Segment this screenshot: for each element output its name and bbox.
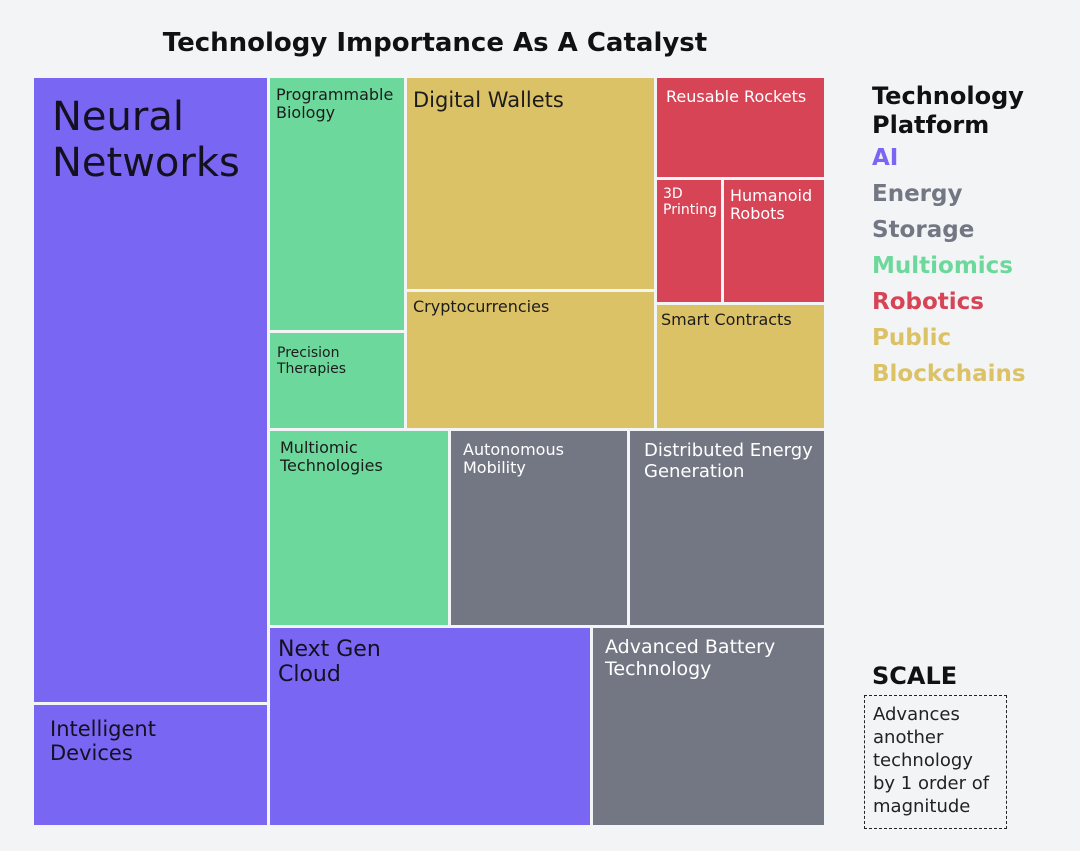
tile-label: Advanced Battery Technology (605, 636, 776, 680)
scale-box: Advances another technology by 1 order o… (864, 695, 1007, 829)
treemap-tile: Distributed Energy Generation (630, 431, 827, 628)
tile-label: Programmable Biology (276, 85, 394, 123)
treemap-tile: Multiomic Technologies (270, 431, 451, 628)
tile-label: Next Gen Cloud (278, 637, 381, 688)
legend-title: Technology Platform (872, 82, 1024, 139)
legend-item-ai: AI (872, 145, 899, 171)
tile-label: 3D Printing (663, 186, 717, 219)
tile-label: Autonomous Mobility (463, 440, 564, 478)
treemap-tile: Digital Wallets (407, 78, 657, 292)
chart-title: Technology Importance As A Catalyst (162, 28, 708, 58)
legend-item-energy: Energy (872, 181, 963, 207)
tile-label: Smart Contracts (661, 310, 792, 329)
treemap-tile: Programmable Biology (270, 78, 407, 333)
treemap-tile: 3D Printing (657, 180, 724, 305)
tile-label: Reusable Rockets (666, 87, 807, 106)
treemap-tile: Neural Networks (34, 78, 270, 705)
treemap-tile: Advanced Battery Technology (593, 628, 827, 828)
tile-label: Intelligent Devices (50, 717, 156, 766)
treemap-tile: Autonomous Mobility (451, 431, 630, 628)
treemap-tile: Reusable Rockets (657, 78, 827, 180)
legend-item-blockchains: Blockchains (872, 361, 1026, 387)
tile-label: Precision Therapies (277, 345, 347, 378)
legend-item-storage: Storage (872, 217, 975, 243)
treemap-tile: Humanoid Robots (724, 180, 827, 305)
treemap-tile: Smart Contracts (657, 305, 827, 431)
tile-label: Multiomic Technologies (280, 438, 383, 476)
tile-label: Digital Wallets (413, 88, 564, 112)
scale-title: SCALE (872, 662, 958, 690)
treemap-tile: Precision Therapies (270, 333, 407, 431)
treemap-tile: Next Gen Cloud (270, 628, 593, 828)
tile-label: Distributed Energy Generation (644, 440, 813, 482)
legend: Technology Platform AI Energy Storage Mu… (872, 82, 1026, 392)
tile-label: Cryptocurrencies (413, 297, 550, 316)
legend-item-multiomics: Multiomics (872, 253, 1013, 279)
treemap-tile: Intelligent Devices (34, 705, 270, 828)
tile-label: Neural Networks (52, 94, 240, 186)
treemap-tile: Cryptocurrencies (407, 292, 657, 431)
tile-label: Humanoid Robots (730, 186, 813, 224)
legend-item-public: Public (872, 325, 952, 351)
scale-text: Advances another technology by 1 order o… (873, 704, 990, 817)
legend-item-robotics: Robotics (872, 289, 984, 315)
